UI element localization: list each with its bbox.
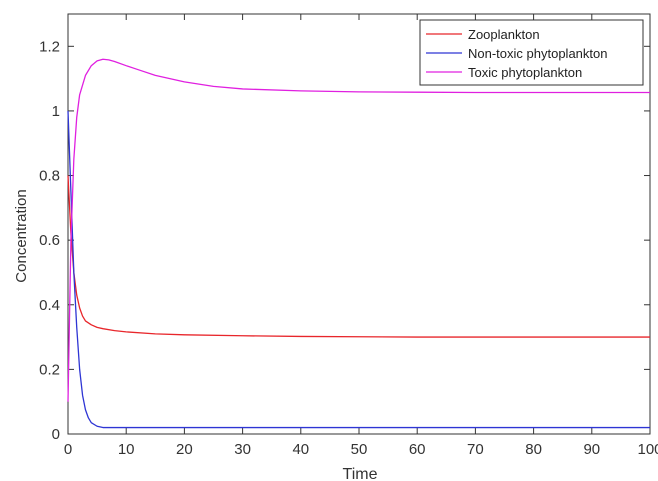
x-tick-label: 40: [292, 441, 309, 458]
x-tick-label: 80: [525, 441, 542, 458]
y-axis-label: Concentration: [13, 189, 30, 282]
y-tick-label: 0.6: [39, 232, 60, 249]
y-tick-label: 0.8: [39, 168, 60, 185]
y-tick-label: 0: [52, 426, 60, 443]
x-tick-label: 50: [351, 441, 368, 458]
legend-entry-label: Zooplankton: [468, 27, 540, 42]
legend: Zooplankton Non-toxic phytoplankton Toxic …: [419, 19, 644, 86]
x-tick-label: 0: [64, 441, 72, 458]
legend-entry-label: Toxic phytoplankton: [468, 65, 582, 80]
series-line-non-toxic-phytoplankton: [67, 110, 650, 429]
series-layer: [67, 58, 650, 429]
y-tick-label: 0.2: [39, 361, 60, 378]
x-tick-label: 30: [234, 441, 251, 458]
axes-layer: 0 10 20 30 40 50 60 70 80 90 100 0 0.2 0.4 0.6 0.8 1 1.2: [39, 13, 658, 458]
x-tick-label: 100: [637, 441, 658, 458]
x-tick-label: 20: [176, 441, 193, 458]
y-tick-label: 0.4: [39, 297, 60, 314]
x-tick-label: 10: [118, 441, 135, 458]
x-tick-label: 60: [409, 441, 426, 458]
y-tick-label: 1: [52, 103, 60, 120]
legend-entry-label: Non-toxic phytoplankton: [468, 46, 607, 61]
series-line-toxic-phytoplankton: [67, 58, 650, 402]
y-tick-label: 1.2: [39, 38, 60, 55]
series-line-zooplankton: [67, 175, 650, 338]
x-axis-label: Time: [343, 466, 378, 481]
x-tick-label: 70: [467, 441, 484, 458]
x-tick-label: 90: [583, 441, 600, 458]
